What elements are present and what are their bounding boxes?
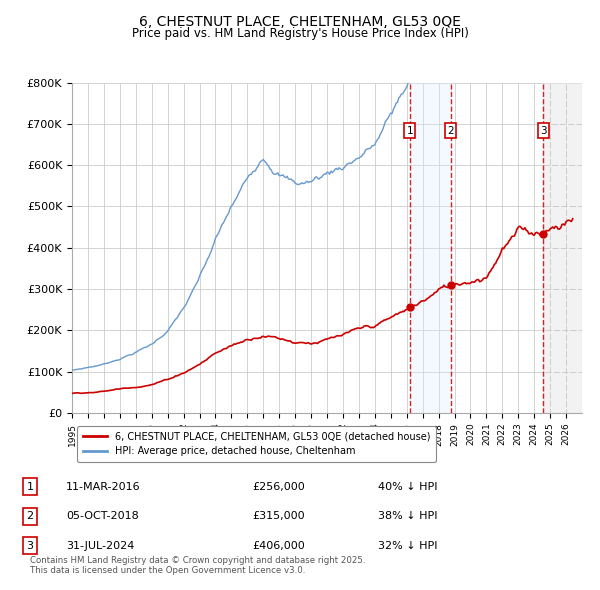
Text: £256,000: £256,000	[252, 482, 305, 491]
Text: 31-JUL-2024: 31-JUL-2024	[66, 541, 134, 550]
Text: 6, CHESTNUT PLACE, CHELTENHAM, GL53 0QE: 6, CHESTNUT PLACE, CHELTENHAM, GL53 0QE	[139, 15, 461, 29]
Bar	[544, 83, 582, 413]
Text: 1: 1	[406, 126, 413, 136]
Text: 40% ↓ HPI: 40% ↓ HPI	[378, 482, 437, 491]
Text: 05-OCT-2018: 05-OCT-2018	[66, 512, 139, 521]
Bar	[410, 83, 451, 413]
Text: £315,000: £315,000	[252, 512, 305, 521]
Text: 3: 3	[540, 126, 547, 136]
Text: 11-MAR-2016: 11-MAR-2016	[66, 482, 140, 491]
Bar	[544, 83, 582, 413]
Text: 2: 2	[26, 512, 34, 521]
Text: 3: 3	[26, 541, 34, 550]
Text: 32% ↓ HPI: 32% ↓ HPI	[378, 541, 437, 550]
Text: Contains HM Land Registry data © Crown copyright and database right 2025.
This d: Contains HM Land Registry data © Crown c…	[30, 556, 365, 575]
Text: 1: 1	[26, 482, 34, 491]
Text: £406,000: £406,000	[252, 541, 305, 550]
Legend: 6, CHESTNUT PLACE, CHELTENHAM, GL53 0QE (detached house), HPI: Average price, de: 6, CHESTNUT PLACE, CHELTENHAM, GL53 0QE …	[77, 426, 436, 462]
Text: 38% ↓ HPI: 38% ↓ HPI	[378, 512, 437, 521]
Text: Price paid vs. HM Land Registry's House Price Index (HPI): Price paid vs. HM Land Registry's House …	[131, 27, 469, 40]
Text: 2: 2	[448, 126, 454, 136]
